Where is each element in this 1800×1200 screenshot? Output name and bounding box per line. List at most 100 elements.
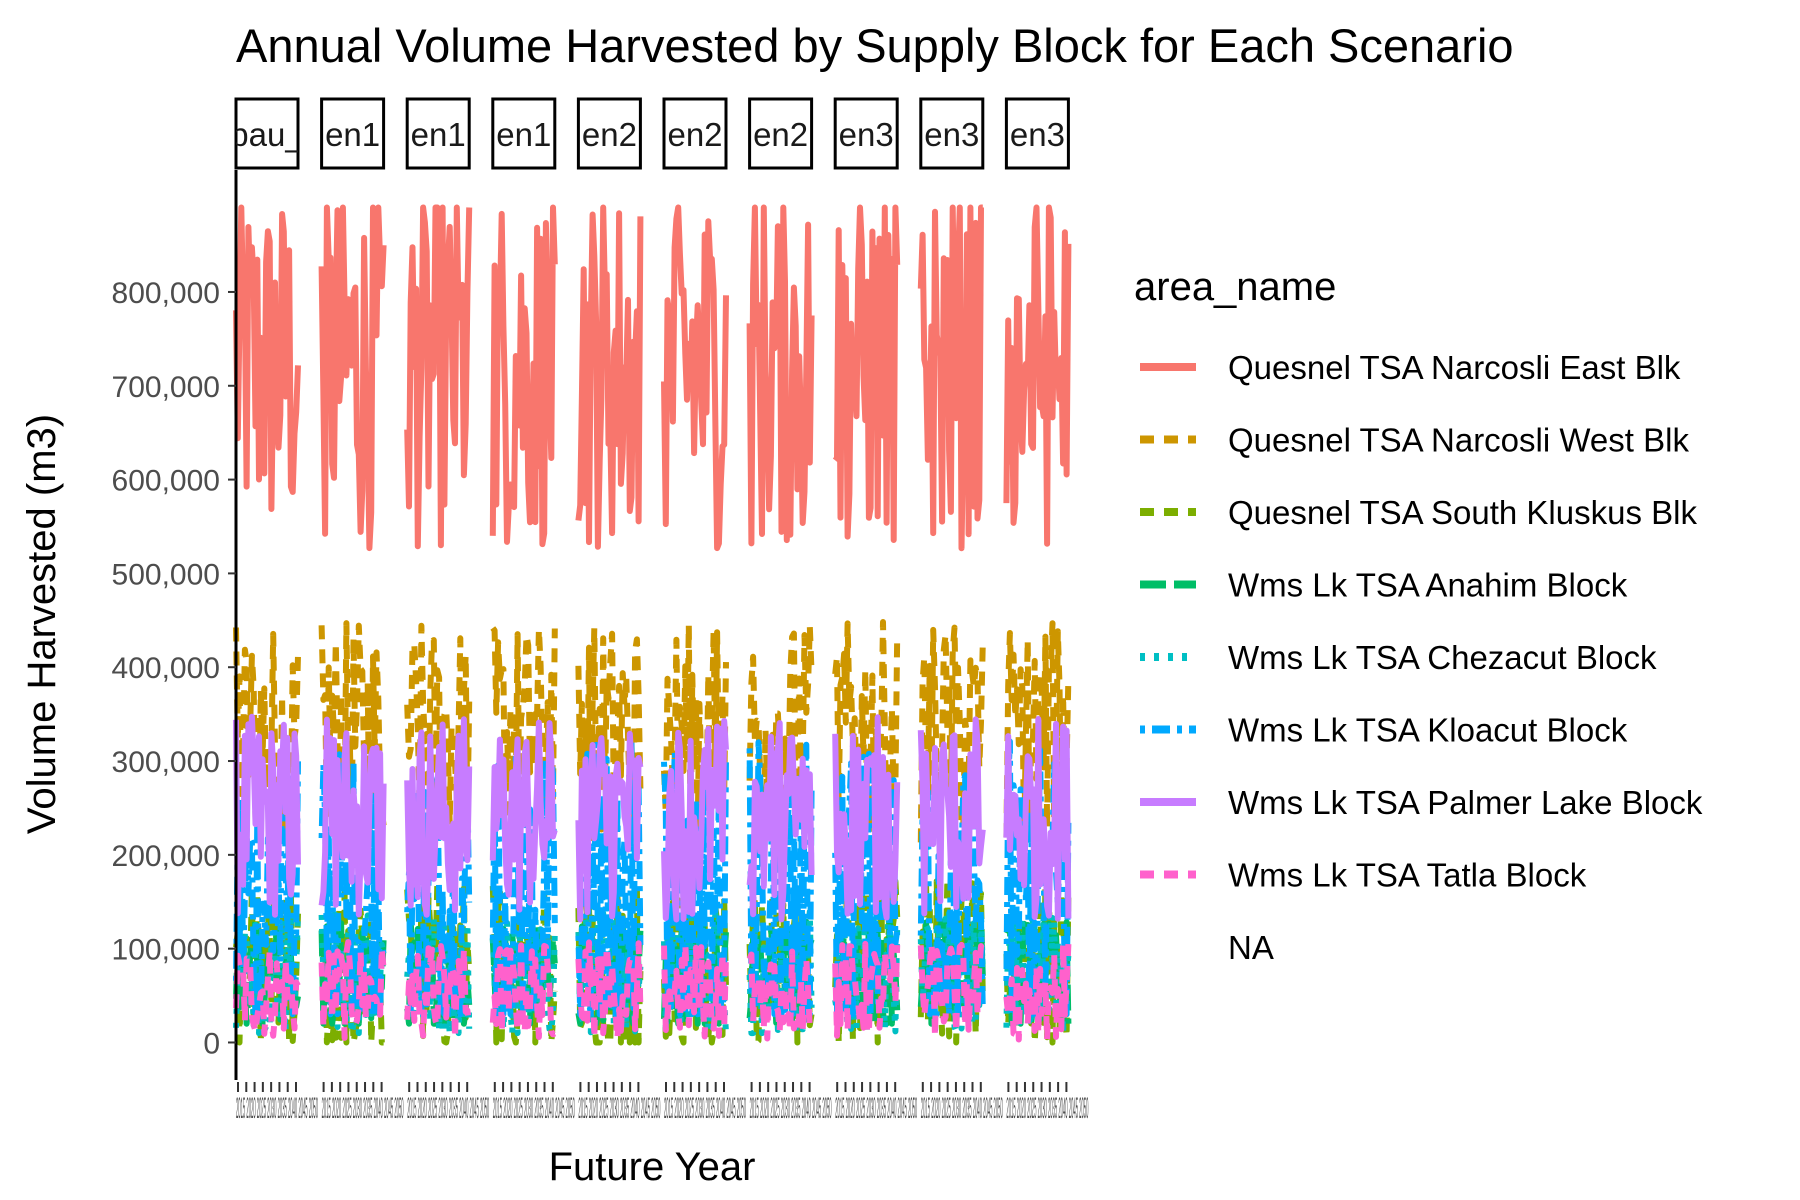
series-line: [746, 720, 815, 923]
series-line: [318, 716, 387, 918]
facet-strips: bau_ en1 en1 en1 en2 en2 en2 en3 en3 en3: [230, 97, 1070, 170]
facet-strip: en3: [919, 97, 985, 170]
facet-strip: en2: [576, 97, 642, 170]
y-tick-label: 0: [203, 1027, 220, 1060]
legend-item: Wms Lk TSA Tatla Block: [1140, 857, 1587, 894]
x-tick-label: 2015 2020 2025 2030 2035 2040 2045 2050: [835, 1092, 917, 1125]
series-line: [917, 941, 986, 1040]
legend-item: Quesnel TSA South Kluskus Blk: [1140, 494, 1697, 531]
facet-strip: en2: [662, 97, 728, 170]
legend-label: Quesnel TSA Narcosli West Blk: [1228, 422, 1689, 459]
series-line: [917, 204, 984, 552]
series-line: [917, 716, 986, 917]
y-tick-label: 700,000: [112, 371, 220, 404]
facet-strip-box: [748, 97, 814, 170]
series-line: [832, 940, 901, 1039]
series-line: [404, 622, 473, 836]
series-line: [489, 942, 557, 1040]
legend-label: NA: [1228, 929, 1274, 966]
y-axis: 0 100,000 200,000 300,000 400,000 500,000 600,…: [112, 170, 238, 1080]
y-axis-title: Volume Harvested (m3): [20, 414, 64, 834]
legend-item: Wms Lk TSA Palmer Lake Block: [1140, 784, 1703, 821]
series-line: [575, 939, 644, 1042]
series-line: [1003, 716, 1072, 922]
facet-strip-label: en3: [839, 116, 894, 153]
y-tick-label: 500,000: [112, 558, 220, 591]
x-tick-label: 2015 2020 2025 2030 2035 2040 2045 2050: [921, 1092, 1003, 1125]
legend-label: Quesnel TSA Narcosli East Blk: [1228, 349, 1681, 386]
facet-strip-box: [405, 97, 471, 170]
facet-strip-box: [1004, 97, 1070, 170]
x-tick-label: 2015 2020 2025 2030 2035 2040 2045 2050: [407, 1092, 489, 1125]
plot-area: [233, 204, 1072, 1046]
series-line: [661, 717, 729, 923]
series-line: [233, 713, 301, 918]
series-line: [832, 714, 901, 921]
series-line: [404, 716, 473, 918]
series-line: [489, 719, 558, 913]
facet-strip-box: [234, 97, 300, 170]
facet-strip-label: en3: [1010, 116, 1065, 153]
legend-item: NA: [1228, 929, 1274, 966]
series-line: [318, 204, 387, 552]
x-tick-label: 2015 2020 2025 2030 2035 2040 2045 2050: [322, 1092, 404, 1125]
legend-label: Wms Lk TSA Anahim Block: [1228, 567, 1628, 604]
legend-label: Wms Lk TSA Kloacut Block: [1228, 712, 1628, 749]
facet-strip-box: [320, 97, 386, 170]
series-line: [832, 204, 901, 543]
y-tick-label: 800,000: [112, 277, 220, 310]
legend-item: Quesnel TSA Narcosli East Blk: [1140, 349, 1681, 386]
legend-title: area_name: [1134, 265, 1336, 309]
legend: area_name Quesnel TSA Narcosli East Blk Q…: [1134, 265, 1703, 966]
series-line: [917, 624, 986, 843]
series-line: [233, 627, 301, 847]
x-tick-label: 2015 2020 2025 2030 2035 2040 2045 2050: [664, 1092, 746, 1125]
chart-title: Annual Volume Harvested by Supply Block …: [236, 19, 1514, 72]
series-line: [575, 730, 644, 923]
facet-strip-box: [833, 97, 899, 170]
x-axis-title: Future Year: [549, 1145, 756, 1189]
series-line: [318, 939, 387, 1041]
facet-strip-label: en1: [325, 116, 380, 153]
y-tick-label: 600,000: [112, 465, 220, 498]
series-line: [233, 204, 301, 512]
x-tick-label: 2015 2020 2025 2030 2035 2040 2045 2050: [493, 1092, 575, 1125]
facet-strip-label: en1: [411, 116, 466, 153]
facet-strip: en1: [491, 97, 557, 170]
series-line: [318, 751, 387, 1018]
legend-label: Wms Lk TSA Tatla Block: [1228, 857, 1587, 894]
facet-strip-label: bau_: [230, 116, 304, 153]
series-line: [746, 948, 814, 1042]
series-line: [489, 204, 558, 548]
x-tick-label: 2015 2020 2025 2030 2035 2040 2045 2050: [750, 1092, 832, 1125]
facet-strip: en3: [833, 97, 899, 170]
facet-strip-label: en2: [582, 116, 637, 153]
x-tick-label: 2015 2020 2025 2030 2035 2040 2045 2050: [578, 1092, 660, 1125]
series-line: [1003, 941, 1072, 1043]
facet-strip: bau_: [230, 97, 304, 170]
series-line: [661, 204, 729, 552]
y-tick-label: 100,000: [112, 934, 220, 967]
facet-strip-label: en2: [753, 116, 808, 153]
series-line: [661, 941, 729, 1040]
series-line: [233, 948, 301, 1039]
series-line: [661, 749, 729, 1018]
facet-strip: en1: [320, 97, 386, 170]
facet-strip-box: [662, 97, 728, 170]
facet-strip: en1: [405, 97, 471, 170]
facet-strip: en3: [1004, 97, 1070, 170]
facet-strip-box: [919, 97, 985, 170]
legend-label: Quesnel TSA South Kluskus Blk: [1228, 494, 1697, 531]
facet-strip: en2: [748, 97, 814, 170]
facet-strip-label: en3: [924, 116, 979, 153]
x-tick-label: 2015 2020 2025 2030 2035 2040 2045 2050: [1006, 1092, 1088, 1125]
facet-strip-label: en2: [667, 116, 722, 153]
x-axis: 2015 2020 2025 2030 2035 2040 2045 2050 2…: [236, 1082, 1088, 1125]
series-line: [746, 204, 815, 547]
legend-item: Wms Lk TSA Chezacut Block: [1140, 639, 1657, 676]
x-tick-label: 2015 2020 2025 2030 2035 2040 2045 2050: [236, 1092, 318, 1125]
y-tick-label: 200,000: [112, 840, 220, 873]
series-line: [404, 943, 473, 1041]
y-tick-label: 400,000: [112, 652, 220, 685]
